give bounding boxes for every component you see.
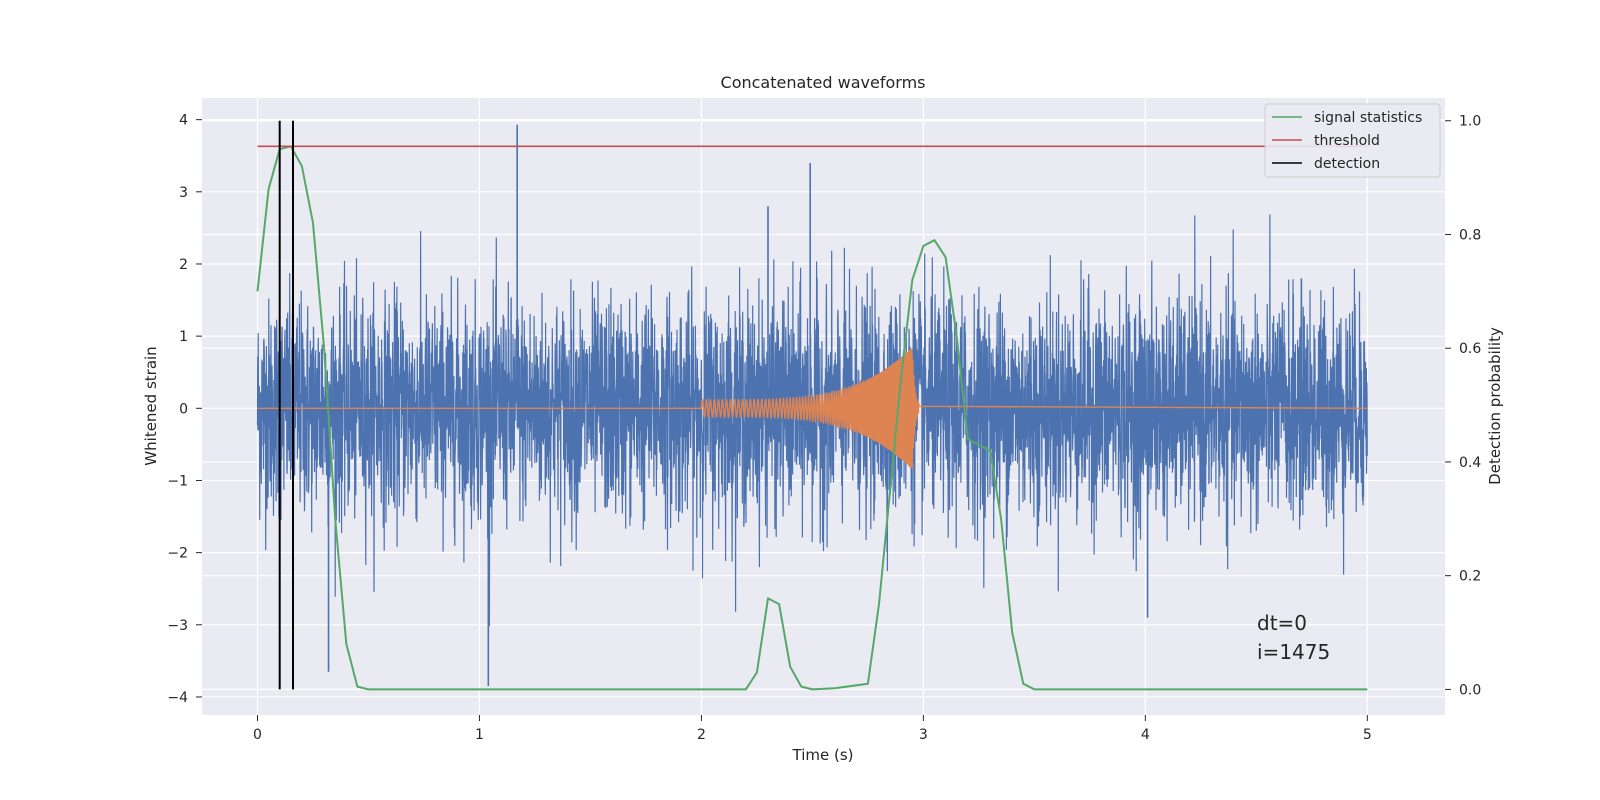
y2-tick-label: 0.6 <box>1459 341 1481 357</box>
axis-ticks: 0 1 2 3 4 5 −4 −3 −2 −1 0 1 2 3 4 0.0 0.2 0.4 0.6 0.8 1.0 <box>167 113 1481 743</box>
annotation-dt: dt=0 <box>1257 611 1307 635</box>
x-tick-label: 3 <box>919 727 928 743</box>
y2-tick-label: 0.0 <box>1459 682 1481 698</box>
x-tick-label: 1 <box>475 727 484 743</box>
x-tick-label: 5 <box>1363 727 1372 743</box>
x-tick-label: 2 <box>697 727 706 743</box>
y2-tick-label: 1.0 <box>1459 114 1481 130</box>
legend: signal statistics threshold detection <box>1264 103 1441 178</box>
chart-title: Concatenated waveforms <box>721 73 926 92</box>
signal-statistics-series <box>256 145 1368 691</box>
y-tick-label: −3 <box>167 618 188 634</box>
legend-label-threshold: threshold <box>1314 133 1380 149</box>
x-tick-label: 0 <box>253 727 262 743</box>
y-tick-label: −2 <box>167 546 188 562</box>
y-tick-label: 3 <box>179 185 188 201</box>
y2-tick-label: 0.4 <box>1459 455 1481 471</box>
signal-statistics-line <box>256 145 1368 691</box>
y-tick-label: 1 <box>179 329 188 345</box>
y-tick-label: 0 <box>179 401 188 417</box>
legend-label-signal-statistics: signal statistics <box>1314 110 1422 126</box>
y-axis-label: Whitened strain <box>142 346 160 465</box>
y-tick-label: −4 <box>167 690 188 706</box>
y2-tick-label: 0.2 <box>1459 569 1481 585</box>
waveform-series <box>257 348 1368 468</box>
y-tick-label: −1 <box>167 473 188 489</box>
x-tick-label: 4 <box>1141 727 1150 743</box>
detection-series <box>278 120 295 690</box>
y2-axis-label: Detection probability <box>1486 327 1504 485</box>
legend-label-detection: detection <box>1314 156 1380 172</box>
y-tick-label: 2 <box>179 257 188 273</box>
x-axis-label: Time (s) <box>792 746 854 764</box>
y2-tick-label: 0.8 <box>1459 227 1481 243</box>
y-tick-label: 4 <box>179 113 188 129</box>
annotation-index: i=1475 <box>1257 640 1330 664</box>
waveform-line <box>257 348 1368 468</box>
legend-box <box>1264 103 1441 178</box>
